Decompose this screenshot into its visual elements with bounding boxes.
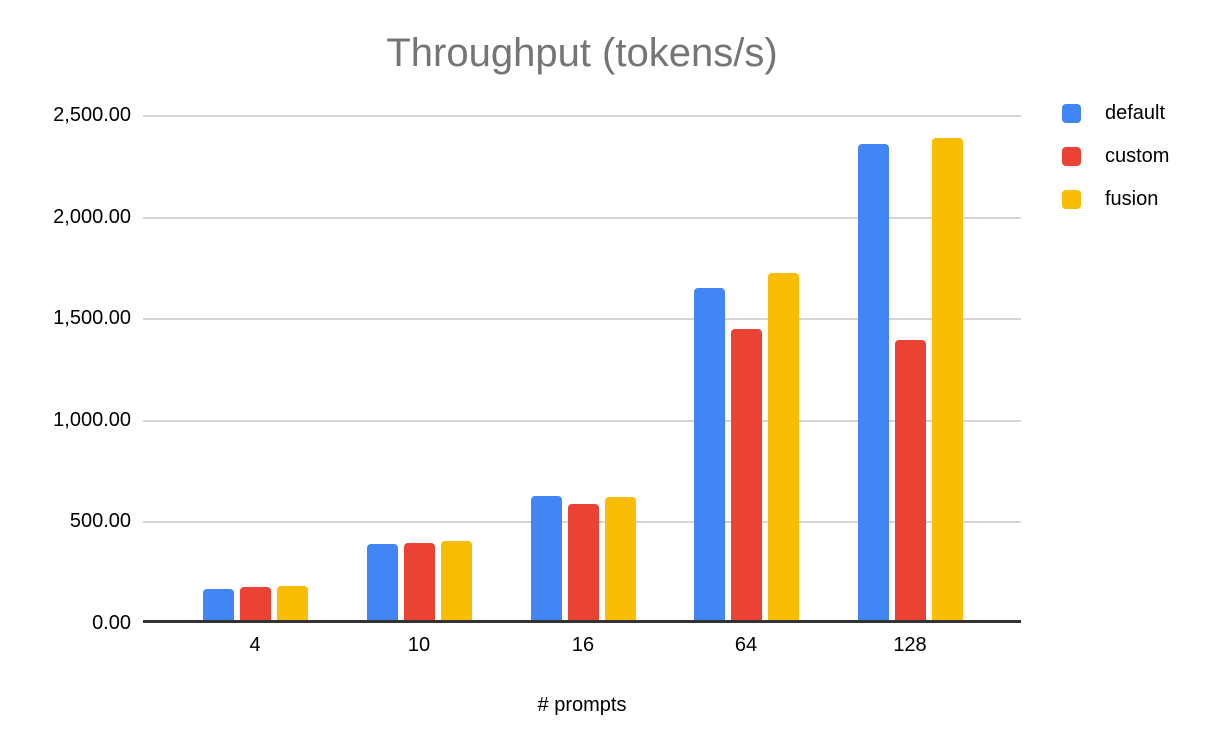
bar-fusion-16[interactable] xyxy=(604,497,636,620)
legend-label-custom: custom xyxy=(1105,145,1170,167)
bar-default-64[interactable] xyxy=(693,288,725,620)
bar-default-4[interactable] xyxy=(202,588,234,620)
bar-custom-16[interactable] xyxy=(567,503,599,620)
bar-default-16[interactable] xyxy=(530,495,562,620)
legend-label-fusion: fusion xyxy=(1105,188,1159,210)
x-axis-line xyxy=(143,620,1021,623)
x-tick-label-128: 128 xyxy=(893,634,927,656)
x-tick-label-16: 16 xyxy=(571,634,595,656)
gridline-2000 xyxy=(143,216,1021,219)
x-tick-label-64: 64 xyxy=(734,634,758,656)
bar-group-128 xyxy=(857,137,963,620)
legend-swatch-custom xyxy=(1062,147,1081,166)
bar-group-64 xyxy=(693,273,799,620)
bar-group-10 xyxy=(366,540,472,620)
bar-fusion-4[interactable] xyxy=(276,585,308,620)
y-tick-label-500: 500.00 xyxy=(69,510,131,533)
legend-item-custom[interactable]: custom xyxy=(1062,146,1169,167)
bar-fusion-64[interactable] xyxy=(767,273,799,620)
plot-area xyxy=(143,115,1021,623)
bar-default-10[interactable] xyxy=(366,544,398,620)
gridline-1500 xyxy=(143,318,1021,321)
legend-item-fusion[interactable]: fusion xyxy=(1062,189,1169,210)
bar-custom-128[interactable] xyxy=(894,339,926,620)
bar-group-16 xyxy=(530,495,636,620)
y-tick-label-0: 0.00 xyxy=(92,612,131,634)
legend-item-default[interactable]: default xyxy=(1062,103,1169,124)
gridline-2500 xyxy=(143,115,1021,117)
bar-custom-10[interactable] xyxy=(403,543,435,620)
x-tick-label-4: 4 xyxy=(249,634,261,656)
legend-swatch-default xyxy=(1062,104,1081,123)
y-tick-label-1000: 1,000.00 xyxy=(53,408,131,431)
bar-fusion-10[interactable] xyxy=(440,540,472,620)
y-tick-label-2000: 2,000.00 xyxy=(53,205,131,228)
legend-swatch-fusion xyxy=(1062,190,1081,209)
legend: default custom fusion xyxy=(1062,103,1169,232)
bar-custom-4[interactable] xyxy=(239,586,271,620)
chart-title: Throughput (tokens/s) xyxy=(386,31,778,75)
y-tick-label-1500: 1,500.00 xyxy=(53,307,131,330)
x-axis-title: # prompts xyxy=(537,694,627,716)
bar-custom-64[interactable] xyxy=(730,329,762,620)
bar-default-128[interactable] xyxy=(857,143,889,620)
x-tick-label-10: 10 xyxy=(407,634,431,656)
gridline-1000 xyxy=(143,419,1021,422)
bar-fusion-128[interactable] xyxy=(931,137,963,620)
y-tick-label-2500: 2,500.00 xyxy=(53,104,131,126)
legend-label-default: default xyxy=(1105,102,1166,124)
bar-group-4 xyxy=(202,585,308,620)
